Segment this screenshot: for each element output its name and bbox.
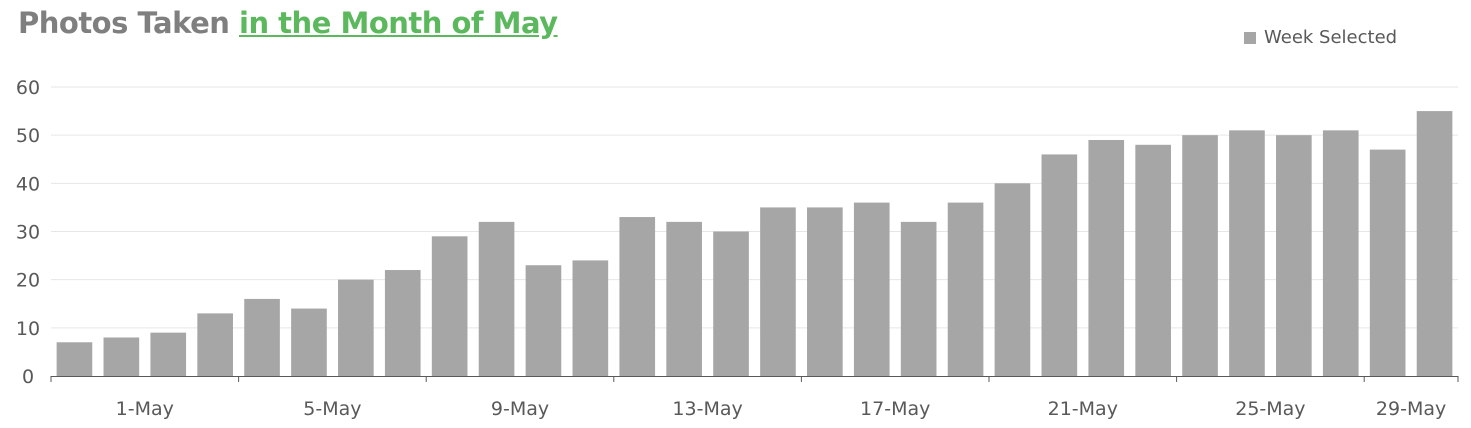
bar [1182, 135, 1218, 376]
bar [994, 183, 1031, 376]
bar [900, 221, 937, 376]
x-tick-label: 21-May [1048, 398, 1118, 420]
bar [197, 313, 233, 376]
y-tick-label: 20 [16, 270, 40, 292]
bar [572, 260, 609, 376]
bar [1322, 130, 1359, 376]
bar [666, 221, 702, 376]
x-tick-label: 1-May [116, 398, 174, 420]
chart-legend: Week Selected [1244, 27, 1397, 48]
bar [431, 236, 468, 376]
bar [1276, 135, 1312, 376]
x-tick-label: 29-May [1376, 398, 1446, 420]
chart-title-main: Photos Taken [18, 6, 239, 40]
bar [713, 231, 749, 376]
legend-swatch [1244, 31, 1256, 44]
bar [291, 308, 327, 376]
bar [56, 342, 93, 376]
bar [1088, 139, 1125, 376]
bar [244, 298, 280, 376]
bar [338, 279, 374, 376]
bar [1416, 111, 1453, 376]
bar [1041, 154, 1078, 376]
bar [1135, 144, 1171, 376]
x-tick-label: 17-May [860, 398, 930, 420]
x-tick-label: 5-May [303, 398, 361, 420]
bar [525, 265, 562, 376]
bar [853, 202, 890, 376]
bar [384, 270, 421, 376]
y-tick-label: 30 [16, 222, 40, 244]
x-tick-label: 9-May [491, 398, 549, 420]
bar [150, 332, 187, 376]
x-tick-label: 13-May [672, 398, 742, 420]
y-tick-label: 60 [16, 77, 40, 99]
bar [1369, 149, 1406, 376]
y-tick-label: 10 [16, 318, 40, 340]
chart-title: Photos Taken in the Month of May [18, 6, 558, 40]
bar [947, 202, 984, 376]
bar [478, 221, 515, 376]
x-tick-label: 25-May [1235, 398, 1305, 420]
y-tick-label: 50 [16, 125, 40, 147]
chart-title-accent: in the Month of May [239, 6, 558, 40]
legend-label: Week Selected [1264, 27, 1398, 48]
bar [807, 207, 843, 376]
y-tick-label: 0 [22, 366, 34, 388]
bar [760, 207, 796, 376]
y-tick-label: 40 [16, 173, 40, 195]
bar [103, 337, 140, 376]
bar [619, 217, 656, 376]
bar [1229, 130, 1265, 376]
